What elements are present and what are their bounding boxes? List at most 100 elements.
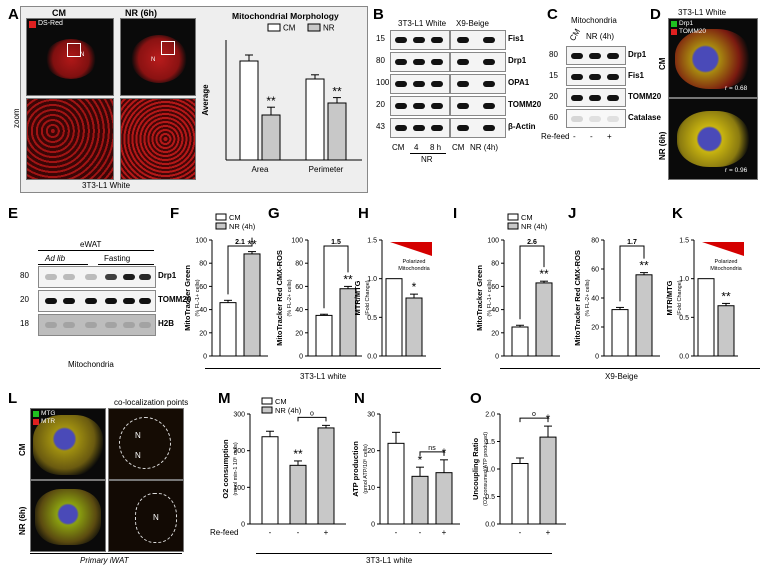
K-polarized-wedge (702, 242, 744, 256)
panel-c-blot-2-0 (566, 88, 626, 107)
J-ylabel: MitoTracker Red CMX-ROS (573, 250, 582, 346)
panel-a-zoom-label: zoom (12, 108, 21, 128)
H-ylabel: MTR/MTG (353, 280, 362, 315)
panel-b-blot-0-1 (450, 30, 506, 50)
panel-b-band-2-0-2 (431, 81, 443, 87)
A-sig-0: ** (266, 94, 276, 108)
panel-d-row-cm: CM (658, 57, 667, 70)
A-sig-1: ** (332, 85, 342, 99)
I-ylabel: MitoTracker Green (475, 265, 484, 331)
J-ylabel2: (% FL-2+ cells) (585, 279, 591, 316)
panel-c-band-2-0-0 (571, 94, 583, 101)
panel-b-band-3-1-0 (457, 103, 469, 109)
H-ytick-label-1: 0.5 (367, 315, 377, 322)
panel-b-lane-3: CM (452, 143, 465, 152)
panel-c-refeed-1: - (590, 132, 593, 141)
panel-label-h: H (358, 205, 369, 222)
J-sig-1: ** (639, 259, 649, 273)
panel-label-b: B (373, 6, 384, 23)
panel-b-blot-4-0 (390, 118, 450, 138)
N-ytick-label-3: 30 (367, 412, 375, 419)
N-bracket (419, 451, 445, 456)
panel-b-header-left: 3T3-L1 White (398, 19, 447, 28)
panel-label-i: I (453, 205, 458, 222)
panel-label-j: J (568, 205, 577, 222)
K-bar-1 (717, 305, 735, 357)
panel-c-refeed-2: + (607, 132, 612, 141)
panel-b-band-3-0-0 (395, 103, 407, 109)
J-ytick-label-2: 40 (591, 296, 599, 303)
panel-a-cm-zoom (26, 98, 114, 180)
G-bar-0 (315, 314, 333, 357)
O-bar-0 (511, 463, 529, 525)
panel-c-band-3-0-2 (607, 115, 619, 122)
K-polarized-label-1: Mitochondria (710, 266, 742, 272)
panel-c-band-3-0-1 (589, 115, 601, 122)
panel-b-band-0-0-1 (413, 37, 425, 43)
panel-label-f: F (170, 205, 180, 222)
O-ytick-label-3: 1.5 (485, 439, 495, 446)
panel-b-lane-4: NR (4h) (470, 143, 499, 152)
panel-e-band-0-0-0 (45, 274, 57, 280)
M-ytick-label-3: 300 (233, 412, 245, 419)
M-legend-swatch-0 (261, 397, 273, 405)
panel-e-band-2-0-3 (105, 322, 117, 328)
chart-k: 0.0 0.5 1.0 1.5 MTR/MTG (Fold Change) ** Polari… (665, 238, 744, 361)
panel-l-cm-mtg-mtr: MTG MTR (30, 408, 106, 480)
I-ytick-label-4: 80 (491, 261, 499, 268)
chart-g: 0 20 40 60 80 100 MitoTracker Red CMX-ROS (% FL… (275, 238, 362, 361)
J-ytick-label-3: 60 (591, 267, 599, 274)
panel-e-band-1-0-0 (45, 298, 57, 304)
panel-b-blot-3-1 (450, 96, 506, 116)
panel-b-mw-4: 43 (376, 122, 385, 131)
G-ytick-label-2: 40 (295, 307, 303, 314)
O-ytick-label-2: 1.0 (485, 467, 495, 474)
O-refeed-1: + (546, 528, 551, 537)
panel-e-band-0-0-3 (105, 274, 117, 280)
O-ylabel2: (O2 consumed/ATP produced) (483, 432, 489, 506)
panel-b-mw-1: 80 (376, 56, 385, 65)
panel-c-band-0-0-1 (589, 52, 601, 59)
panel-e-band-0-0-1 (63, 274, 75, 280)
O-bar-1 (539, 436, 557, 525)
panel-b-band-1-0-1 (413, 59, 425, 65)
J-bar-1 (635, 274, 653, 357)
A-bar-area-0 (239, 60, 259, 161)
panel-e-mw-0: 80 (20, 271, 29, 280)
H-polarized-wedge (390, 242, 432, 256)
panel-a-cm-image: DS-Red N (26, 18, 114, 96)
panel-c-mw-0: 80 (549, 49, 558, 59)
panel-b-band-4-0-1 (413, 125, 425, 131)
bottom-group-label: 3T3-L1 white (366, 556, 413, 565)
M-bracket (297, 416, 327, 422)
panel-a-n-cm: N (80, 52, 85, 58)
N-ytick-label-0: 0 (371, 522, 375, 529)
panel-l-nr-mtg-mtr (30, 480, 106, 552)
M-bracket-label: o (310, 410, 314, 417)
A-ylabel: Average (201, 84, 210, 116)
G-ytick-label-5: 100 (291, 238, 303, 245)
panel-b-protein-0: Fis1 (508, 34, 525, 43)
panel-c-refeed-label: Re-feed (541, 132, 570, 141)
N-refeed-2: + (442, 528, 447, 537)
panel-b-band-2-0-0 (395, 81, 407, 87)
panel-b-band-4-1-1 (483, 125, 495, 131)
panel-l-cm-coloc: N N (108, 408, 184, 480)
panel-b-band-3-1-1 (483, 103, 495, 109)
H-bar-0 (385, 278, 403, 357)
J-ytick-label-0: 0 (595, 354, 599, 361)
N-ylabel: ATP production (351, 441, 360, 497)
panel-e-band-2-0-0 (45, 322, 57, 328)
panel-b-lane-2: 8 h (430, 143, 442, 152)
panel-b-header-right: X9-Beige (456, 19, 489, 28)
N-bar-0 (387, 442, 405, 525)
I-legend-swatch-0 (507, 213, 519, 221)
panel-c-blot-0-0 (566, 46, 626, 65)
panel-a-nr-image: N (120, 18, 196, 96)
K-ylabel: MTR/MTG (665, 280, 674, 315)
M-refeed-2: + (324, 528, 329, 537)
panel-c-lane-nr: NR (4h) (586, 32, 615, 41)
N-bar-2 (435, 472, 453, 525)
panel-c-mw-2: 20 (549, 91, 558, 101)
F-legend-swatch-1 (215, 222, 227, 230)
